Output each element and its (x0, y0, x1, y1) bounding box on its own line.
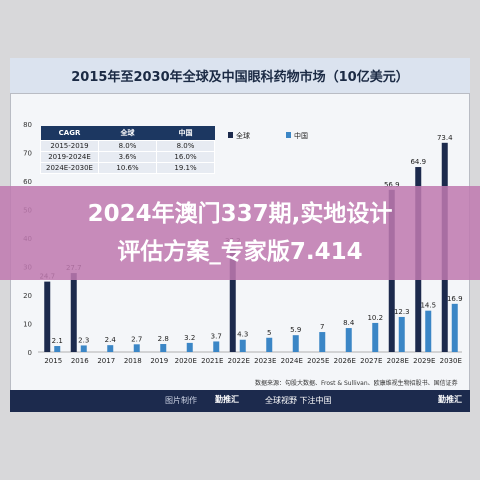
footer-tagline: 全球视野 下注中国 (265, 396, 332, 405)
data-label-china: 2.7 (131, 335, 142, 343)
table-row: 2019-2024E 3.6% 16.0% (40, 151, 215, 163)
x-tick-label: 2030E (440, 357, 462, 365)
x-tick-label: 2028E (387, 357, 409, 365)
data-label-china: 2.3 (78, 336, 89, 344)
data-label-china: 5.9 (290, 326, 301, 334)
x-tick-label: 2020E (175, 357, 197, 365)
bar-china (266, 337, 273, 352)
bar-china (213, 341, 220, 352)
table-row: 2015-2019 8.0% 8.0% (40, 140, 215, 152)
table-row: 2024E-2030E 10.6% 19.1% (40, 162, 215, 174)
legend-swatch-global (228, 132, 233, 138)
x-tick-label: 2018 (124, 357, 142, 365)
x-tick-label: 2016 (71, 357, 89, 365)
cagr-header-china: 中国 (156, 126, 215, 141)
bar-china (186, 342, 193, 352)
cagr-period: 2019-2024E (40, 151, 99, 163)
bar-china (345, 328, 352, 352)
data-label-global: 56.9 (384, 181, 400, 189)
y-tick-label: 80 (23, 121, 32, 129)
data-label-china: 5 (267, 329, 271, 337)
cagr-global: 3.6% (98, 151, 157, 163)
cagr-header-global: 全球 (98, 126, 157, 141)
cagr-china: 8.0% (156, 140, 215, 152)
legend-label-china: 中国 (294, 131, 308, 140)
legend-label-global: 全球 (236, 131, 250, 140)
bar-china (54, 346, 61, 352)
cagr-global: 8.0% (98, 140, 157, 152)
bar-global (44, 281, 51, 352)
bar-china (451, 303, 458, 352)
bar-china (160, 344, 167, 352)
bar-china (398, 316, 405, 352)
data-label-china: 12.3 (394, 308, 410, 316)
footer-bar: 图片制作 勤推汇 全球视野 下注中国 勤推汇 (10, 390, 470, 412)
cagr-period: 2024E-2030E (40, 162, 99, 174)
bar-china (425, 310, 432, 352)
bar-global (70, 273, 77, 352)
bar-china (319, 332, 326, 352)
footer-credit: 图片制作 (165, 396, 197, 405)
data-label-china: 2.8 (158, 335, 169, 343)
x-tick-label: 2019 (150, 357, 168, 365)
x-tick-label: 2022E (228, 357, 250, 365)
bar-china (107, 345, 114, 352)
bar-china (133, 344, 140, 352)
banner-line-1: 2024年澳门337期,实地设计 (87, 201, 393, 227)
bar-china (372, 322, 379, 352)
data-label-china: 2.4 (105, 336, 117, 344)
cagr-header-row: CAGR 全球 中国 (40, 126, 215, 141)
footer-right-logo: 勤推汇 (438, 395, 462, 404)
x-tick-label: 2024E (281, 357, 303, 365)
bar-china (292, 335, 299, 352)
chart-header (10, 58, 470, 94)
cagr-table: CAGR 全球 中国 2015-2019 8.0% 8.0% 2019-2024… (40, 126, 215, 174)
x-tick-label: 2026E (334, 357, 356, 365)
x-tick-label: 2017 (97, 357, 115, 365)
data-label-china: 4.3 (237, 331, 248, 339)
x-tick-label: 2029E (413, 357, 435, 365)
data-label-china: 3.7 (211, 332, 222, 340)
overlay-banner: 2024年澳门337期,实地设计 评估方案_专家版7.414 (0, 186, 480, 280)
y-tick-label: 60 (23, 178, 32, 186)
cagr-china: 16.0% (156, 151, 215, 163)
data-label-global: 64.9 (410, 158, 426, 166)
data-label-china: 8.4 (343, 319, 355, 327)
banner-line-2: 评估方案_专家版7.414 (117, 239, 363, 265)
data-label-china: 14.5 (420, 302, 436, 310)
footer-logo: 勤推汇 (215, 395, 239, 404)
x-tick-label: 2015 (44, 357, 62, 365)
cagr-global: 10.6% (98, 162, 157, 174)
x-tick-label: 2021E (201, 357, 223, 365)
bar-china (239, 339, 246, 352)
chart-title: 2015年至2030年全球及中国眼科药物市场（10亿美元） (71, 70, 409, 85)
data-label-global: 73.4 (437, 134, 453, 142)
bar-china (80, 345, 87, 352)
y-tick-label: 70 (23, 150, 32, 158)
y-tick-label: 0 (28, 349, 32, 357)
x-tick-label: 2025E (307, 357, 329, 365)
cagr-period: 2015-2019 (40, 140, 99, 152)
x-tick-label: 2023E (254, 357, 276, 365)
bar-global (229, 245, 236, 352)
data-label-china: 3.2 (184, 334, 195, 342)
data-label-china: 16.9 (447, 295, 463, 303)
cagr-header: CAGR (40, 126, 99, 141)
data-source: 数据来源：勾股大数据、Frost & Sullivan、欧康维视生物招股书、国信… (255, 380, 458, 387)
data-label-china: 7 (320, 323, 324, 331)
y-tick-label: 10 (23, 321, 32, 329)
data-label-china: 10.2 (367, 314, 383, 322)
x-tick-label: 2027E (360, 357, 382, 365)
cagr-china: 19.1% (156, 162, 215, 174)
data-label-china: 2.1 (52, 337, 63, 345)
y-tick-label: 20 (23, 292, 32, 300)
legend-swatch-china (286, 132, 291, 138)
